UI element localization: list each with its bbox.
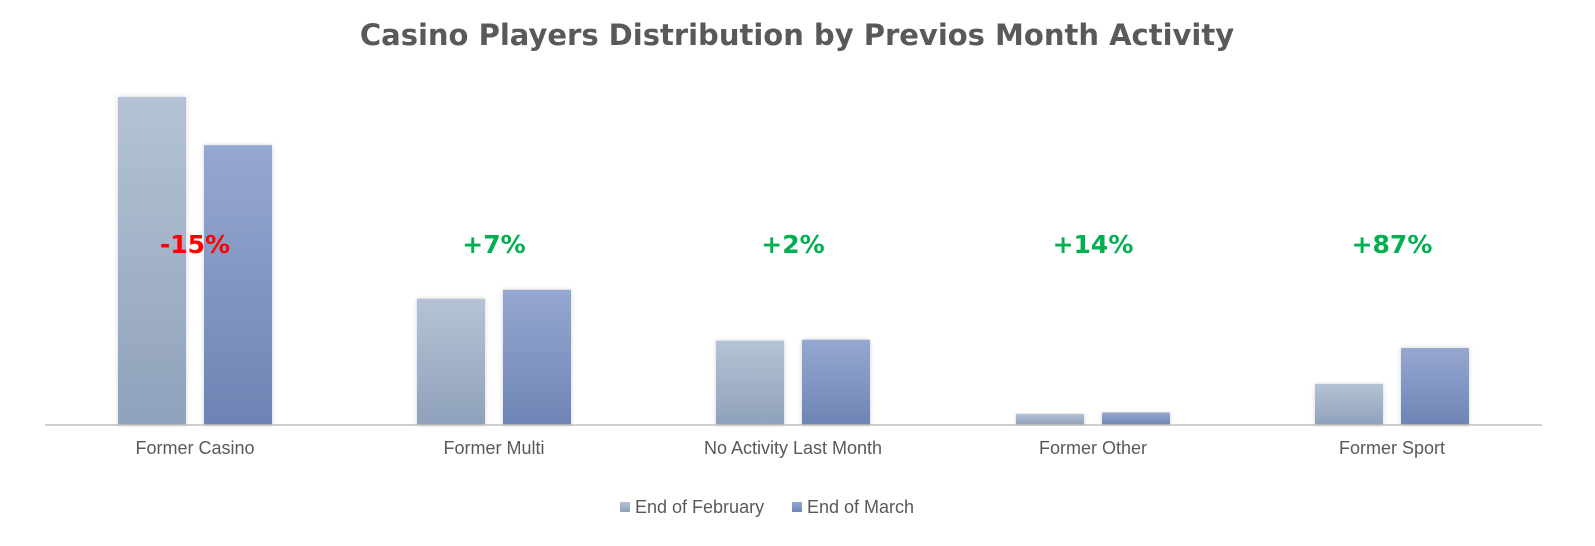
legend-swatch-march [792,502,802,512]
change-label-3: +14% [1053,230,1134,259]
category-label-3: Former Other [1039,438,1147,458]
legend: End of February End of March [620,497,914,517]
category-labels: Former Casino Former Multi No Activity Las… [135,438,1445,458]
category-label-2: No Activity Last Month [704,438,882,458]
legend-label-february: End of February [635,497,764,517]
category-label-4: Former Sport [1339,438,1445,458]
bar-march-1 [503,289,571,425]
change-label-0: -15% [160,230,230,259]
bar-march-2 [802,339,870,425]
change-label-1: +7% [462,230,525,259]
change-label-2: +2% [761,230,824,259]
category-label-0: Former Casino [135,438,254,458]
change-labels: -15% +7% +2% +14% +87% [160,230,1433,259]
legend-swatch-february [620,502,630,512]
bar-march-3 [1102,412,1170,425]
legend-label-march: End of March [807,497,914,517]
bar-march-4 [1401,347,1469,425]
category-label-1: Former Multi [443,438,544,458]
bar-february-4 [1315,384,1383,425]
chart-title: Casino Players Distribution by Previos M… [360,18,1234,52]
bar-february-2 [716,340,784,425]
bar-february-0 [118,97,186,425]
change-label-4: +87% [1352,230,1433,259]
bar-february-3 [1016,413,1084,425]
bar-february-1 [417,298,485,425]
bar-march-0 [204,145,272,425]
bars-group [118,97,1469,425]
